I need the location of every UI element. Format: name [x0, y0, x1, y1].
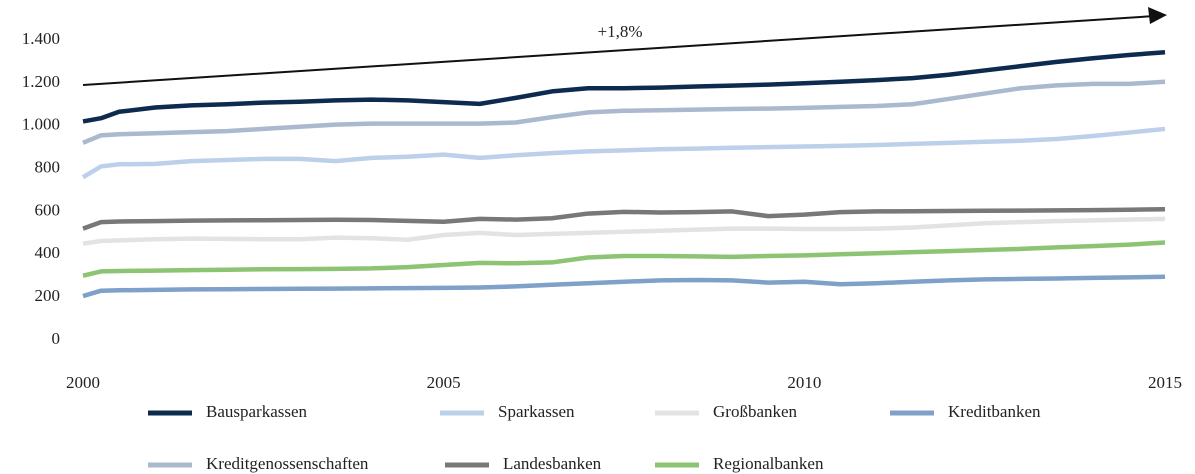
series-line	[82, 207, 1166, 231]
series-line	[81, 126, 1166, 180]
annotation: +1,8%	[598, 22, 643, 41]
series-line	[82, 240, 1166, 278]
trend-arrow	[82, 15, 1156, 86]
y-tick-label: 200	[35, 286, 61, 305]
x-tick-label: 2015	[1148, 373, 1182, 392]
series-line	[82, 49, 1166, 124]
legend-label: Sparkassen	[498, 402, 575, 421]
y-tick-label: 0	[52, 329, 61, 348]
legend-label: Kreditgenossenschaften	[206, 454, 369, 473]
x-tick-label: 2005	[427, 373, 461, 392]
y-tick-label: 600	[35, 200, 61, 219]
series-line	[82, 274, 1166, 299]
legend-label: Bausparkassen	[206, 402, 308, 421]
x-tick-label: 2000	[66, 373, 100, 392]
legend-label: Regionalbanken	[713, 454, 824, 473]
legend-label: Kreditbanken	[948, 402, 1041, 421]
y-tick-label: 1.200	[22, 72, 60, 91]
x-tick-label: 2010	[787, 373, 821, 392]
y-tick-label: 1.000	[22, 115, 60, 134]
trend-arrow-head	[1148, 7, 1167, 24]
series-line	[82, 79, 1166, 145]
legend-label: Landesbanken	[503, 454, 602, 473]
y-tick-label: 1.400	[22, 29, 60, 48]
series-line	[82, 216, 1166, 246]
legend-label: Großbanken	[713, 402, 798, 421]
y-tick-label: 800	[35, 157, 61, 176]
y-tick-label: 400	[35, 243, 61, 262]
